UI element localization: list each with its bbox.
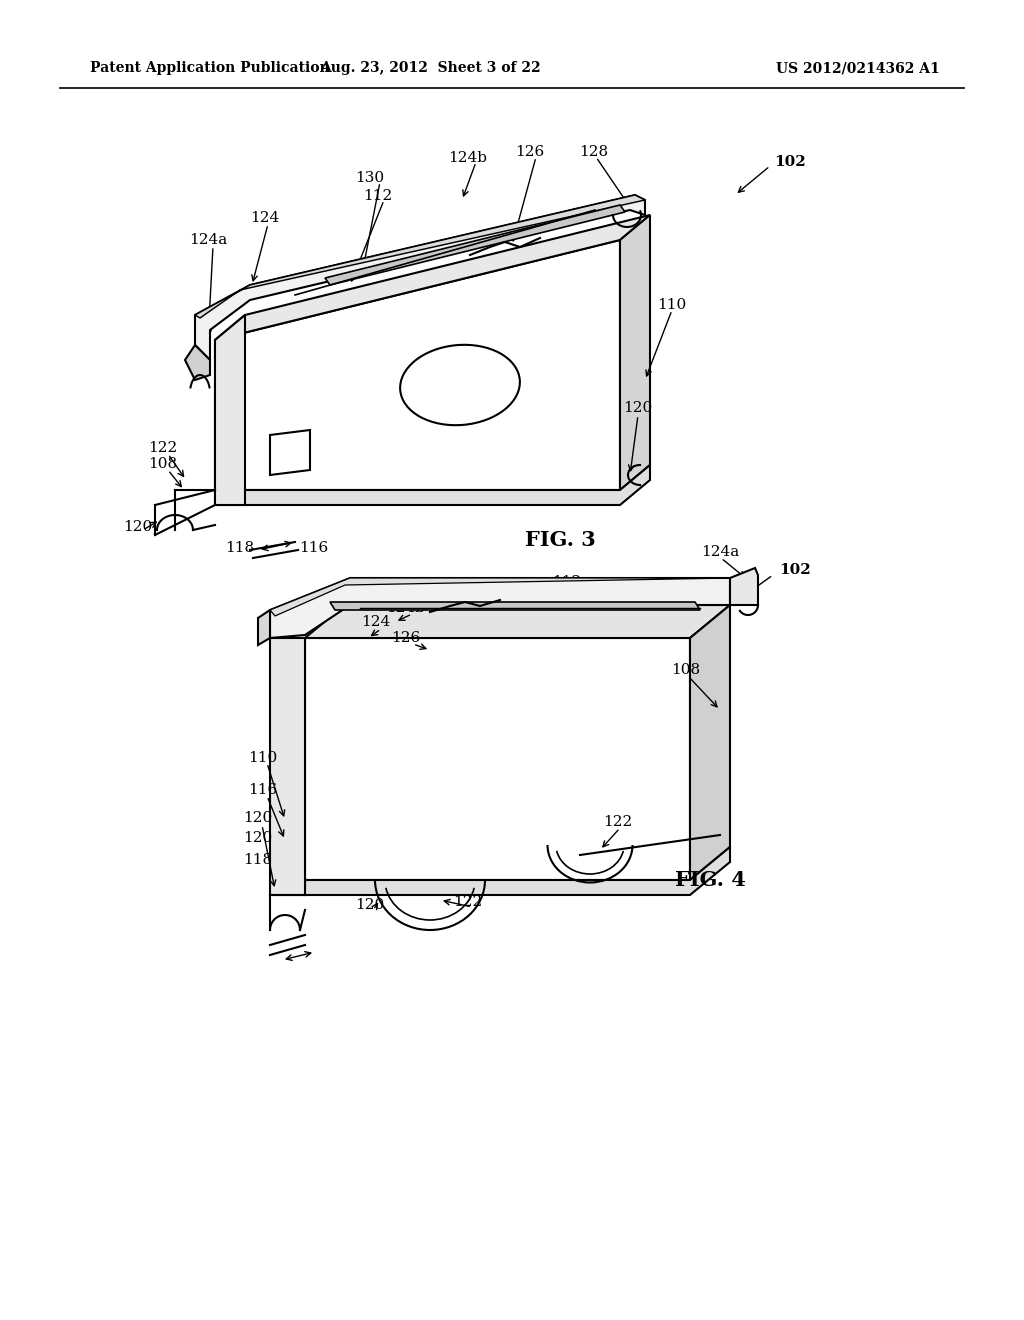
Text: 124: 124 <box>251 211 280 224</box>
Text: 108: 108 <box>148 457 177 471</box>
Polygon shape <box>270 430 310 475</box>
Polygon shape <box>215 240 620 490</box>
Text: 122: 122 <box>454 895 482 909</box>
Polygon shape <box>305 847 730 895</box>
Text: 120: 120 <box>624 401 652 414</box>
Polygon shape <box>620 215 650 490</box>
Polygon shape <box>185 345 210 380</box>
Polygon shape <box>325 205 625 285</box>
Text: 122: 122 <box>148 441 177 455</box>
Text: 122: 122 <box>603 814 633 829</box>
Text: 120: 120 <box>244 810 272 825</box>
Polygon shape <box>730 568 758 605</box>
Text: 124b: 124b <box>449 150 487 165</box>
Polygon shape <box>690 605 730 880</box>
Text: 102: 102 <box>774 154 806 169</box>
Polygon shape <box>258 610 270 645</box>
Polygon shape <box>305 638 690 880</box>
Text: 110: 110 <box>657 298 687 312</box>
Polygon shape <box>215 315 245 506</box>
Text: 102: 102 <box>779 564 811 577</box>
Text: 110: 110 <box>249 751 278 766</box>
Polygon shape <box>215 465 650 506</box>
Text: 130: 130 <box>515 587 545 602</box>
Text: 124: 124 <box>361 615 390 630</box>
Polygon shape <box>270 578 730 616</box>
Text: 116: 116 <box>249 783 278 797</box>
Text: FIG. 3: FIG. 3 <box>524 531 595 550</box>
Text: FIG. 4: FIG. 4 <box>675 870 745 890</box>
Text: 116: 116 <box>299 541 329 554</box>
Polygon shape <box>195 195 645 318</box>
Text: 112: 112 <box>552 576 582 589</box>
Text: 128: 128 <box>580 145 608 158</box>
Text: 120: 120 <box>244 832 272 845</box>
Text: Aug. 23, 2012  Sheet 3 of 22: Aug. 23, 2012 Sheet 3 of 22 <box>319 61 541 75</box>
Polygon shape <box>215 215 650 341</box>
Text: 126: 126 <box>515 145 545 158</box>
Text: 124b: 124b <box>386 601 426 615</box>
Text: 120: 120 <box>355 898 385 912</box>
Polygon shape <box>270 638 305 895</box>
Text: 112: 112 <box>364 189 392 203</box>
Polygon shape <box>305 605 730 638</box>
Polygon shape <box>330 602 700 610</box>
Ellipse shape <box>400 345 520 425</box>
Text: 108: 108 <box>672 663 700 677</box>
Polygon shape <box>195 195 645 360</box>
Text: 126: 126 <box>391 631 421 645</box>
Text: 124a: 124a <box>700 545 739 558</box>
Text: US 2012/0214362 A1: US 2012/0214362 A1 <box>776 61 940 75</box>
Text: 118: 118 <box>225 541 255 554</box>
Text: 130: 130 <box>355 172 385 185</box>
Text: 120: 120 <box>123 520 153 535</box>
Text: 124a: 124a <box>188 234 227 247</box>
Polygon shape <box>270 578 730 638</box>
Text: 118: 118 <box>244 853 272 867</box>
Text: Patent Application Publication: Patent Application Publication <box>90 61 330 75</box>
